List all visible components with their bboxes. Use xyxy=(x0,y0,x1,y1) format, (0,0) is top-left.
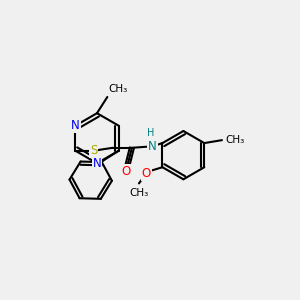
Text: N: N xyxy=(148,140,157,153)
Text: H: H xyxy=(147,128,155,138)
Text: N: N xyxy=(71,119,80,132)
Text: CH₃: CH₃ xyxy=(109,84,128,94)
Text: N: N xyxy=(93,157,101,170)
Text: CH₃: CH₃ xyxy=(225,135,244,145)
Text: CH₃: CH₃ xyxy=(129,188,148,198)
Text: S: S xyxy=(90,144,97,157)
Text: O: O xyxy=(121,165,130,178)
Text: O: O xyxy=(142,167,151,180)
